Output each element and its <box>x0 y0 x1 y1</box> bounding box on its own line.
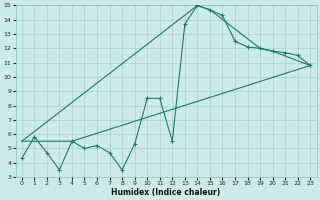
X-axis label: Humidex (Indice chaleur): Humidex (Indice chaleur) <box>111 188 221 197</box>
